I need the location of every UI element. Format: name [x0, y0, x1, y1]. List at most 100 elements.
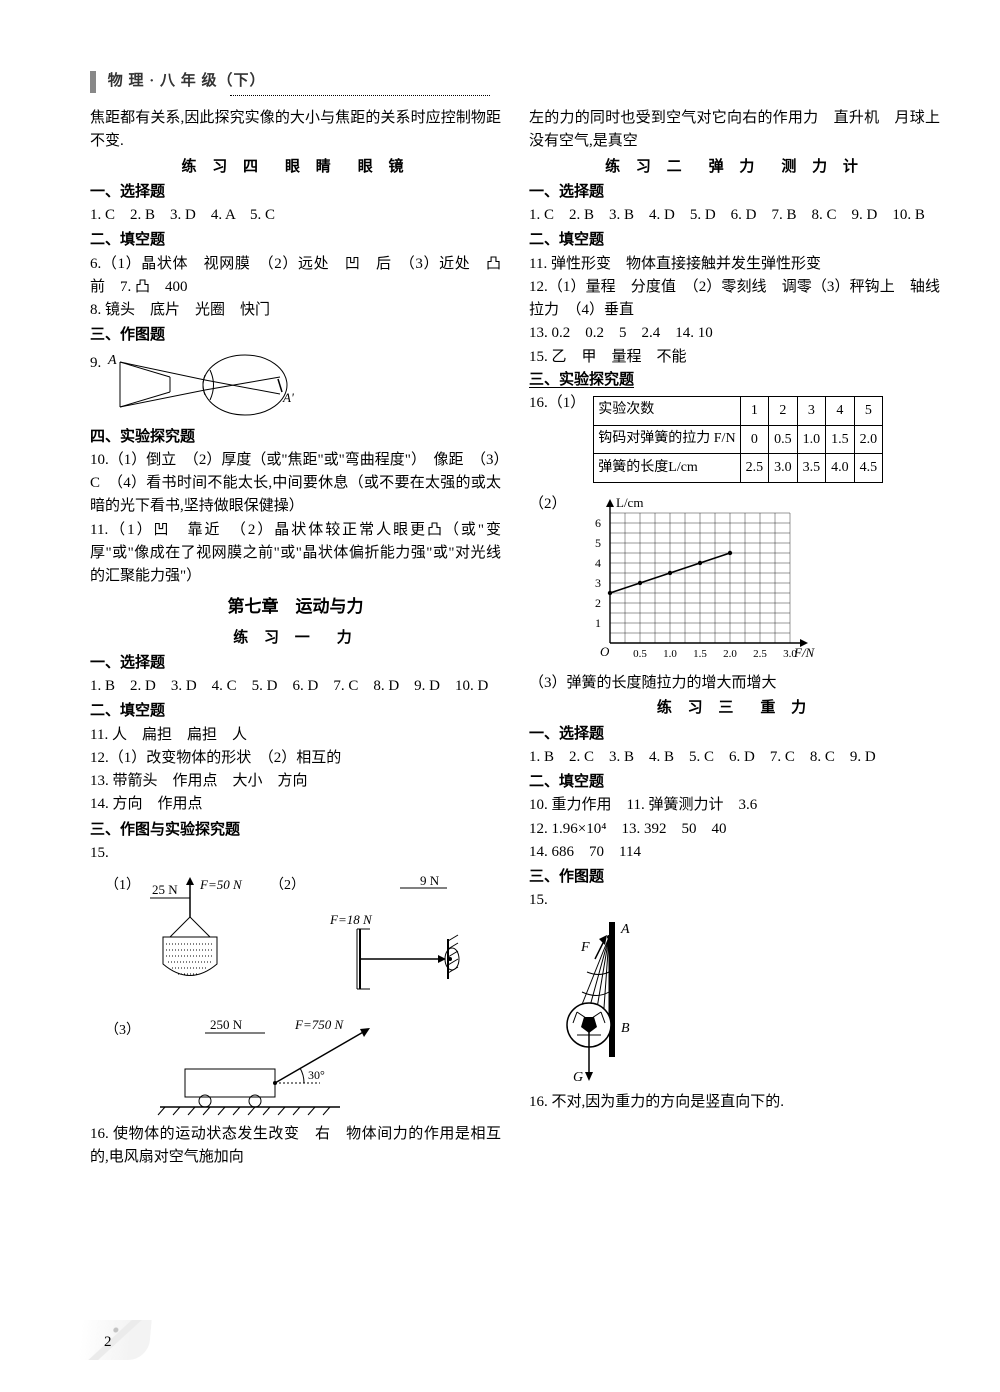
text: 8. 镜头 底片 光圈 快门 [90, 299, 501, 322]
section-label: 三、作图题 [90, 324, 501, 347]
text: 16.（1） [529, 392, 585, 415]
cell: 5 [854, 397, 883, 426]
label: （1） [105, 877, 140, 893]
svg-text:F=50 N: F=50 N [199, 877, 243, 892]
cell: 0 [740, 425, 769, 454]
text: 11. 弹性形变 物体直接接触并发生弹性形变 [529, 253, 940, 276]
text: 焦距都有关系,因此探究实像的大小与焦距的关系时应控制物距不变. [90, 107, 501, 154]
cell: 4.0 [826, 454, 855, 483]
table-row: 钩码对弹簧的拉力 F/N 0 0.5 1.0 1.5 2.0 [594, 425, 883, 454]
text: 15. [90, 842, 501, 865]
svg-text:6: 6 [595, 516, 601, 530]
header-decoration [90, 71, 96, 93]
two-column-layout: 焦距都有关系,因此探究实像的大小与焦距的关系时应控制物距不变. 练 习 四 眼 … [90, 107, 940, 1170]
svg-text:（2）: （2） [270, 877, 305, 893]
cell: 0.5 [769, 425, 798, 454]
figure-graph: （2） 1234560.51.01.52.02.53.0OL/cmF/N [529, 493, 940, 668]
svg-text:L/cm: L/cm [616, 495, 643, 510]
text: （3）弹簧的长度随拉力的增大而增大 [529, 672, 940, 695]
text: 12. 1.96×10⁴ 13. 392 50 40 [529, 818, 940, 841]
svg-text:G: G [573, 1070, 583, 1085]
page-header: 物 理 · 八 年 级（下） [90, 70, 480, 96]
section-label: 一、选择题 [90, 652, 501, 675]
svg-text:0.5: 0.5 [633, 648, 647, 660]
svg-text:O: O [600, 644, 610, 659]
svg-text:1: 1 [595, 616, 601, 630]
svg-text:B: B [621, 1021, 630, 1036]
section-label: 一、选择题 [90, 181, 501, 204]
practice-title: 练 习 二 弹 力 测 力 计 [529, 156, 940, 179]
text: 左的力的同时也受到空气对它向右的作用力 直升机 月球上没有空气,是真空 [529, 107, 940, 154]
text: 10.（1）倒立 （2）厚度（或"焦距"或"弯曲程度"） 像距 （3）C （4）… [90, 449, 501, 519]
text: 1. C 2. B 3. D 4. A 5. C [90, 204, 501, 227]
svg-text:（3）: （3） [105, 1022, 140, 1038]
cell: 4 [826, 397, 855, 426]
text: 16. 不对,因为重力的方向是竖直向下的. [529, 1091, 940, 1114]
text: 9. [90, 355, 101, 371]
section-label: 二、填空题 [90, 229, 501, 252]
svg-text:5: 5 [595, 536, 601, 550]
cell: 2.0 [854, 425, 883, 454]
section-label: 一、选择题 [529, 181, 940, 204]
cell: 弹簧的长度L/cm [594, 454, 740, 483]
cell: 2 [769, 397, 798, 426]
section-label: 三、作图与实验探究题 [90, 819, 501, 842]
text: 11. 人 扁担 扁担 人 [90, 724, 501, 747]
text: 6.（1）晶状体 视网膜 （2）远处 凹 后 （3）近处 凸 前 7. 凸 40… [90, 253, 501, 300]
text: 15. [529, 889, 940, 912]
text: 1. C 2. B 3. B 4. D 5. D 6. D 7. B 8. C … [529, 204, 940, 227]
section-label: 三、实验探究题 [529, 369, 940, 392]
svg-text:2: 2 [595, 596, 601, 610]
table-row: 弹簧的长度L/cm 2.5 3.0 3.5 4.0 4.5 [594, 454, 883, 483]
section-label: 二、填空题 [529, 229, 940, 252]
svg-text:F=750 N: F=750 N [294, 1017, 344, 1032]
cell: 1.0 [797, 425, 826, 454]
left-column: 焦距都有关系,因此探究实像的大小与焦距的关系时应控制物距不变. 练 习 四 眼 … [90, 107, 501, 1170]
table-row: 实验次数 1 2 3 4 5 [594, 397, 883, 426]
svg-text:A: A [107, 353, 117, 368]
section-label: 一、选择题 [529, 723, 940, 746]
svg-text:4: 4 [595, 556, 601, 570]
text: 14. 方向 作用点 [90, 793, 501, 816]
svg-text:F/N: F/N [793, 645, 816, 660]
cell: 3 [797, 397, 826, 426]
svg-text:25 N: 25 N [152, 882, 178, 897]
svg-text:1.0: 1.0 [663, 648, 677, 660]
cell: 实验次数 [594, 397, 740, 426]
text: 1. B 2. C 3. B 4. B 5. C 6. D 7. C 8. C … [529, 746, 940, 769]
svg-text:2.0: 2.0 [723, 648, 737, 660]
figure-ball-net: A F B [529, 917, 940, 1087]
cell: 1 [740, 397, 769, 426]
right-column: 左的力的同时也受到空气对它向右的作用力 直升机 月球上没有空气,是真空 练 习 … [529, 107, 940, 1170]
chapter-title: 第七章 运动与力 [90, 594, 501, 620]
text: 12.（1）改变物体的形状 （2）相互的 [90, 747, 501, 770]
text: 15. 乙 甲 量程 不能 [529, 346, 940, 369]
text: 12.（1）量程 分度值 （2）零刻线 调零（3）秤钩上 轴线 拉力 （4）垂直 [529, 276, 940, 323]
cell: 3.0 [769, 454, 798, 483]
svg-text:1.5: 1.5 [693, 648, 707, 660]
svg-text:A': A' [282, 390, 294, 405]
svg-text:2.5: 2.5 [753, 648, 767, 660]
text: 14. 686 70 114 [529, 841, 940, 864]
text: 16. 使物体的运动状态发生改变 右 物体间力的作用是相互的,电风扇对空气施加向 [90, 1123, 501, 1170]
figure-eye-lens: 9. A A' [90, 352, 501, 422]
section-label: 二、填空题 [529, 771, 940, 794]
text: （2） [529, 496, 567, 512]
page-number: 2 [104, 1331, 112, 1354]
cell: 2.5 [740, 454, 769, 483]
text: 10. 重力作用 11. 弹簧测力计 3.6 [529, 794, 940, 817]
text: 13. 0.2 0.2 5 2.4 14. 10 [529, 322, 940, 345]
svg-text:30°: 30° [308, 1068, 325, 1082]
text: 11.（1）凹 靠近 （2）晶状体较正常人眼更凸（或"变厚"或"像成在了视网膜之… [90, 519, 501, 589]
page-decoration [78, 1320, 151, 1360]
section-label: 三、作图题 [529, 866, 940, 889]
svg-text:250 N: 250 N [210, 1017, 243, 1032]
section-label: 二、填空题 [90, 700, 501, 723]
text: 1. B 2. D 3. D 4. C 5. D 6. D 7. C 8. D … [90, 675, 501, 698]
text: 13. 带箭头 作用点 大小 方向 [90, 770, 501, 793]
section-label: 四、实验探究题 [90, 426, 501, 449]
figure-forces-panels: （1） 25 N F=50 N （2） 9 N [90, 869, 501, 1119]
svg-text:F: F [580, 940, 590, 955]
svg-text:F=18 N: F=18 N [329, 912, 373, 927]
experiment-table: 实验次数 1 2 3 4 5 钩码对弹簧的拉力 F/N 0 0.5 1.0 1.… [593, 396, 883, 483]
